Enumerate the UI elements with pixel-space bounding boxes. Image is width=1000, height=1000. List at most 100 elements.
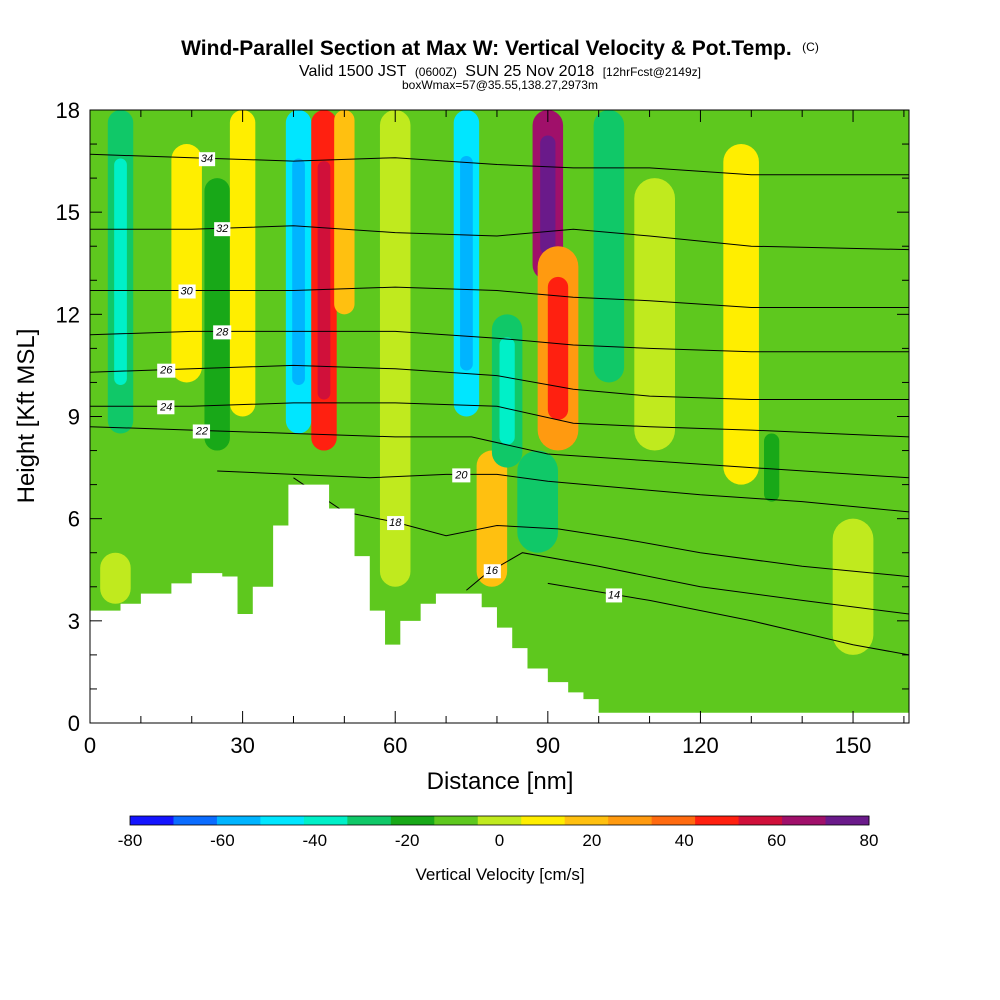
colorbar-tick-label: -20 (395, 831, 420, 850)
colorbar-frame (129, 815, 870, 826)
velocity-feature-core (499, 337, 515, 445)
colorbar-swatch (782, 816, 827, 825)
velocity-feature (593, 110, 625, 383)
y-tick-label: 6 (68, 507, 80, 532)
theta-contour-label-box (178, 284, 196, 299)
y-tick-label: 9 (68, 405, 80, 430)
y-tick-label: 18 (56, 98, 80, 123)
y-tick-label: 12 (56, 302, 80, 327)
velocity-feature (100, 552, 131, 604)
theta-contour-label-box (157, 400, 175, 415)
colorbar: -80 -60 -40 -20 0 20 40 60 80 (118, 815, 879, 850)
theta-contour-line (90, 364, 909, 400)
velocity-feature-core (460, 155, 473, 371)
colorbar-swatch (825, 816, 870, 825)
velocity-feature-core (540, 135, 556, 255)
theta-contour-label: 32 (216, 223, 228, 235)
theta-contour-label-box (483, 564, 501, 579)
theta-contours (90, 153, 909, 656)
subtitle-forecast: [12hrFcst@2149z] (603, 65, 701, 79)
x-tick-label: 0 (84, 733, 96, 758)
theta-contour-line (90, 153, 909, 176)
x-tick-label: 60 (383, 733, 407, 758)
x-tick-label: 150 (835, 733, 872, 758)
plot-area (90, 110, 909, 723)
colorbar-swatch (130, 816, 174, 825)
theta-contour-line (90, 426, 909, 479)
colorbar-swatch (738, 816, 783, 825)
theta-contour-line (293, 477, 909, 578)
colorbar-swatch (216, 816, 261, 825)
theta-contour-line (90, 402, 909, 438)
velocity-feature (476, 450, 508, 587)
theta-contour-label: 34 (201, 153, 213, 165)
theta-contour-label: 18 (389, 517, 402, 529)
theta-contour-label: 26 (159, 365, 173, 377)
colorbar-swatch (434, 816, 479, 825)
theta-contour-label: 30 (181, 285, 194, 297)
velocity-feature (517, 450, 558, 553)
velocity-feature (723, 144, 759, 485)
colorbar-swatch (173, 816, 218, 825)
x-axis-label: Distance [nm] (427, 768, 574, 795)
chart-title-main: Wind-Parallel Section at Max W: Vertical… (181, 37, 792, 60)
colorbar-tick-label: 60 (767, 831, 786, 850)
theta-contour-label-box (387, 516, 405, 531)
theta-contour-label: 28 (215, 326, 229, 338)
y-tick-label: 3 (68, 609, 80, 634)
colorbar-swatch (303, 816, 348, 825)
theta-contour-label: 16 (486, 565, 499, 577)
theta-contour-label-box (452, 468, 471, 483)
velocity-feature (171, 144, 202, 383)
theta-contour-line (217, 470, 909, 513)
x-axis: 0 30 60 90 120 150 (84, 110, 905, 758)
velocity-feature-core (114, 158, 127, 385)
velocity-feature (634, 178, 675, 451)
colorbar-tick-label: 20 (582, 831, 601, 850)
chart-subtitle-2: boxWmax=57@35.55,138.27,2973m (402, 78, 598, 92)
colorbar-swatch (260, 816, 305, 825)
subtitle-valid: Valid 1500 JST (299, 63, 407, 80)
velocity-feature-core (292, 158, 305, 385)
velocity-feature (334, 110, 355, 315)
velocity-feature (832, 518, 874, 655)
theta-contour-labels: 14 16 18 20 22 24 26 28 30 32 34 (157, 152, 623, 603)
theta-contour-line (90, 286, 909, 308)
x-tick-label: 90 (536, 733, 560, 758)
velocity-field (100, 110, 874, 655)
theta-contour-label-box (192, 424, 211, 439)
velocity-feature (229, 110, 256, 417)
colorbar-label: Vertical Velocity [cm/s] (415, 865, 584, 884)
colorbar-swatch (608, 816, 653, 825)
theta-contour-label-box (157, 363, 176, 378)
colorbar-tick-label: -60 (210, 831, 235, 850)
theta-contour-label-box (213, 325, 232, 340)
theta-contour-label-box (605, 588, 623, 603)
velocity-feature-core (547, 276, 569, 420)
chart-title: Wind-Parallel Section at Max W: Vertical… (181, 37, 819, 60)
colorbar-swatch (347, 816, 392, 825)
chart-subtitle: Valid 1500 JST (0600Z) SUN 25 Nov 2018 [… (299, 63, 701, 80)
colorbar-swatch (651, 816, 696, 825)
colorbar-tick-label: 0 (495, 831, 504, 850)
colorbar-tick-label: 80 (860, 831, 879, 850)
theta-contour-label: 24 (159, 401, 172, 413)
theta-contour-label-box (198, 152, 216, 167)
subtitle-zulu: (0600Z) (415, 65, 457, 79)
theta-contour-label: 22 (195, 425, 208, 437)
colorbar-swatch (695, 816, 740, 825)
velocity-feature (764, 433, 780, 502)
terrain (90, 484, 909, 723)
velocity-feature-core (317, 161, 331, 400)
colorbar-tick-label: -80 (118, 831, 143, 850)
y-axis: 0 3 6 9 12 15 18 (56, 98, 909, 736)
colorbar-tick-label: 40 (675, 831, 694, 850)
colorbar-swatch (564, 816, 609, 825)
x-tick-label: 30 (230, 733, 254, 758)
colorbar-swatch (521, 816, 566, 825)
y-tick-label: 0 (68, 711, 80, 736)
subtitle-date: SUN 25 Nov 2018 (465, 63, 594, 80)
x-tick-label: 120 (682, 733, 719, 758)
velocity-feature (379, 110, 411, 587)
